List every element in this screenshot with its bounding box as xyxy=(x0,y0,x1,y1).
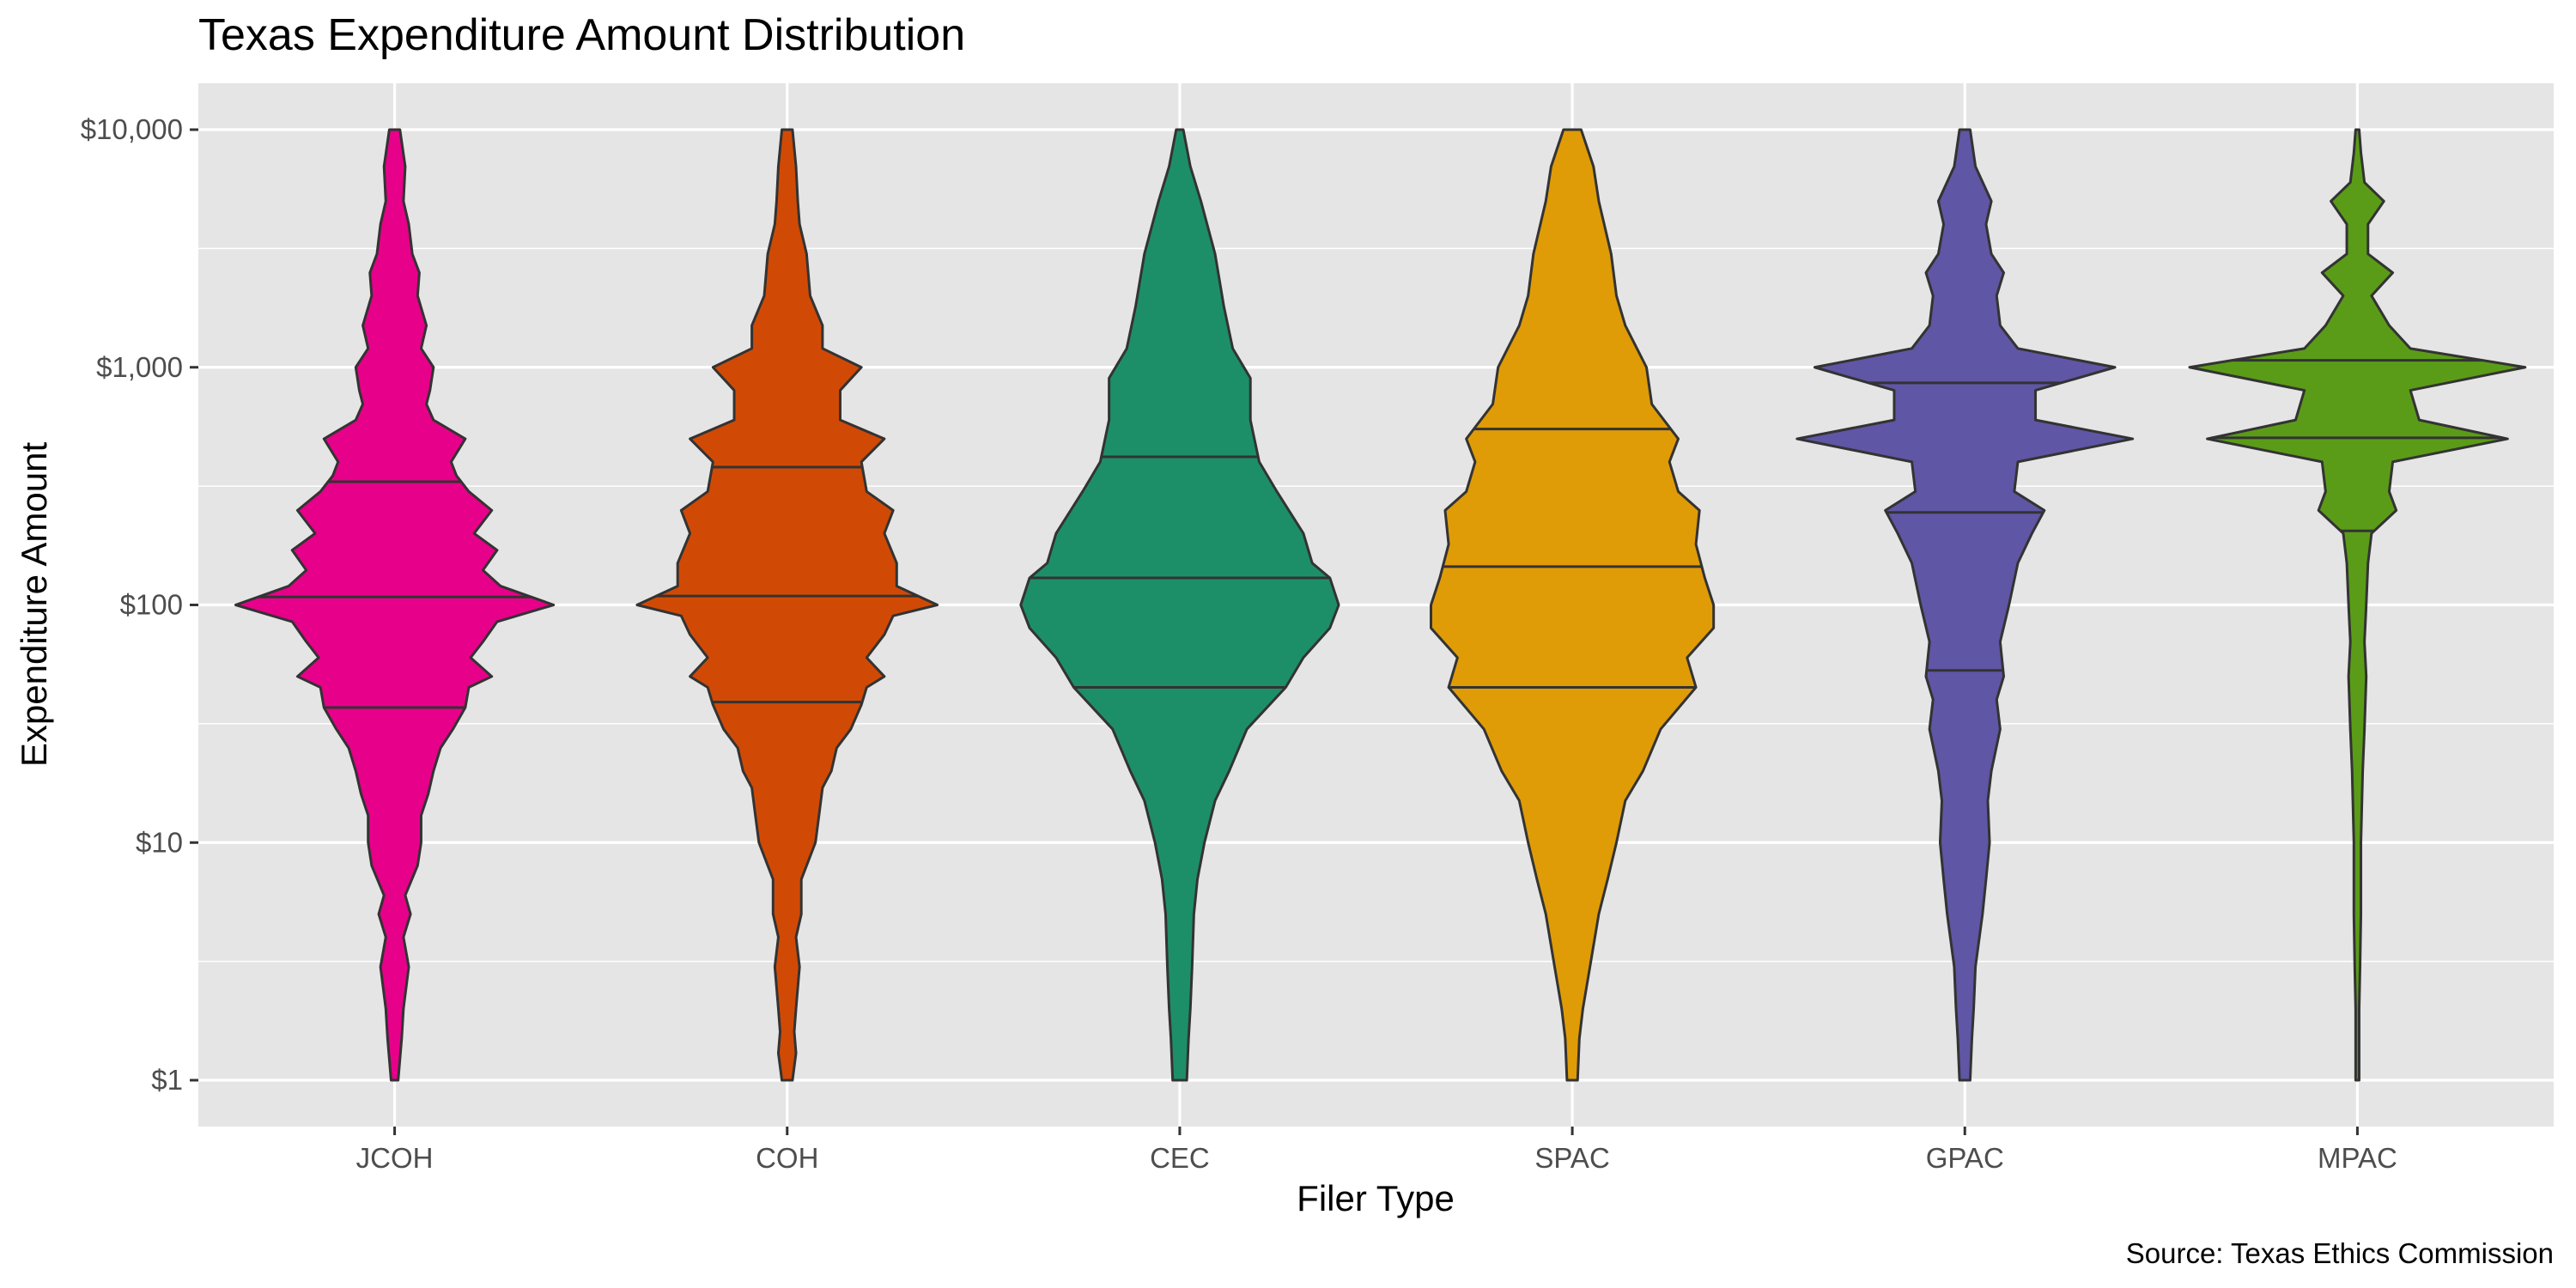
violin-cec xyxy=(1019,128,1340,1082)
y-tick-label: $1 xyxy=(151,1064,183,1096)
violin-body xyxy=(1430,128,1716,1082)
x-tick-label: COH xyxy=(756,1142,818,1174)
x-tick-label: MPAC xyxy=(2318,1142,2397,1174)
x-tick-label: GPAC xyxy=(1926,1142,2004,1174)
minor-gridlines xyxy=(198,247,2554,963)
violin-jcoh xyxy=(234,128,556,1082)
violin-body xyxy=(1795,128,2135,1082)
y-tick-label: $100 xyxy=(120,589,183,621)
y-tick-label: $1,000 xyxy=(96,351,183,383)
violin-body xyxy=(1019,128,1340,1082)
x-axis-ticks: JCOH COH CEC SPAC GPAC MPAC xyxy=(356,1127,2397,1174)
violin-mpac xyxy=(2188,128,2527,1082)
y-tick-label: $10,000 xyxy=(81,113,183,145)
y-axis-title: Expenditure Amount xyxy=(14,442,54,768)
x-tick-label: SPAC xyxy=(1534,1142,1609,1174)
source-caption: Source: Texas Ethics Commission xyxy=(2126,1237,2554,1269)
violin-gpac xyxy=(1795,128,2135,1082)
violin-body xyxy=(234,128,556,1082)
y-tick-label: $10 xyxy=(136,826,183,858)
violin-body xyxy=(635,128,939,1082)
violin-coh xyxy=(635,128,939,1082)
x-axis-title: Filer Type xyxy=(1297,1178,1455,1218)
x-tick-label: CEC xyxy=(1150,1142,1210,1174)
violins xyxy=(234,128,2527,1082)
violin-spac xyxy=(1430,128,1716,1082)
y-axis-ticks: $1 $10 $100 $1,000 $10,000 xyxy=(81,113,198,1096)
x-tick-label: JCOH xyxy=(356,1142,434,1174)
violin-body xyxy=(2188,128,2527,1082)
chart-title: Texas Expenditure Amount Distribution xyxy=(198,10,965,60)
